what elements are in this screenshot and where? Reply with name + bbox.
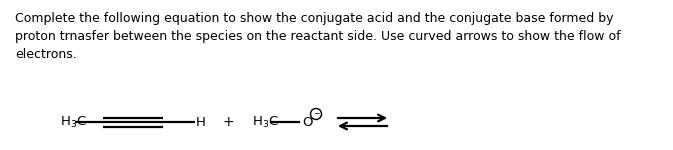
Text: H$_3$C: H$_3$C [60,114,87,130]
Text: Complete the following equation to show the conjugate acid and the conjugate bas: Complete the following equation to show … [15,12,614,25]
Text: +: + [222,115,234,129]
Text: electrons.: electrons. [15,48,77,61]
Text: O: O [302,116,312,129]
Text: H$_3$C: H$_3$C [252,114,279,130]
Text: −: − [313,110,319,118]
Text: H: H [196,116,206,129]
Text: proton trnasfer between the species on the reactant side. Use curved arrows to s: proton trnasfer between the species on t… [15,30,621,43]
